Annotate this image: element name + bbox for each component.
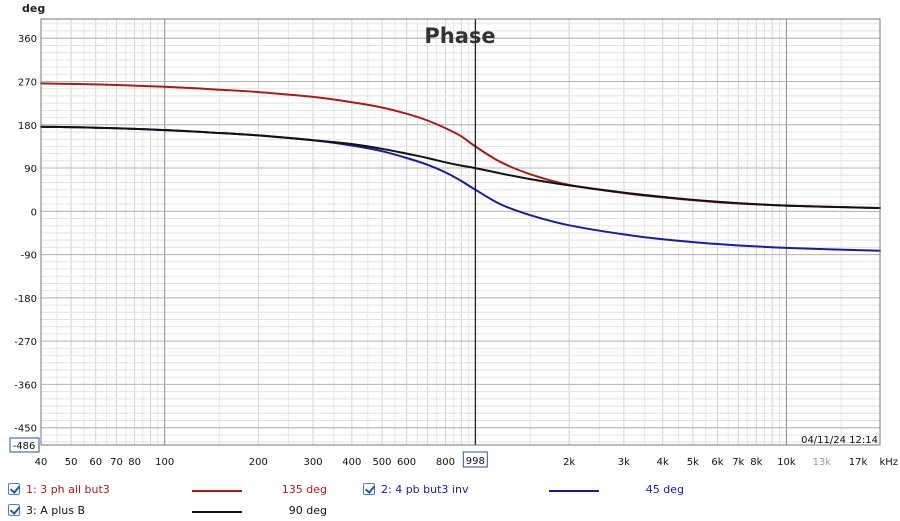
x-tick-label: 300 [303,457,322,468]
cursor-frequency-value: 998 [466,456,485,467]
y-tick-label: 360 [18,34,37,45]
y-tick-label: 90 [24,164,37,175]
x-tick-label: 600 [397,457,416,468]
x-tick-label: 4k [657,457,669,468]
series-2-checkbox[interactable] [363,483,375,495]
y-tick-label: -450 [14,424,37,435]
x-tick-label: 8k [750,457,762,468]
x-tick-label: 500 [372,457,391,468]
cursor-frequency-box[interactable] [462,451,488,468]
y-tick-label: 270 [18,78,37,89]
x-tick-label: 40 [35,457,48,468]
y-tick-label: -360 [14,380,37,391]
series-1-checkbox[interactable] [8,483,20,495]
timestamp: 04/11/24 12:14 [801,435,878,446]
x-tick-label: 17k [849,457,868,468]
x-tick-label: 400 [342,457,361,468]
x-tick-label: 2k [563,457,575,468]
y-tick-label: -270 [14,337,37,348]
series-1-swatch [192,490,242,492]
x-axis-unit-label: kHz [879,457,898,468]
series-1-name: 1: 3 ph all but3 [26,483,110,496]
series-1-cursor-value: 135 deg [281,483,327,496]
legend-item-series-3[interactable]: 3: A plus B 90 deg [8,501,348,521]
series-3-name: 3: A plus B [26,504,86,517]
x-axis-ticks: 40 50 60 70 80 100 200 300 400 500 600 800 2k 3k 4k 5k 6… [35,457,868,468]
x-tick-label: 10k [777,457,796,468]
legend-item-series-2[interactable]: 2: 4 pb but3 inv 45 deg [363,480,703,500]
chart-title: Phase [424,24,495,48]
x-tick-label: 7k [732,457,744,468]
x-tick-label: 3k [618,457,630,468]
x-tick-label: 80 [128,457,141,468]
x-tick-label: 60 [89,457,102,468]
x-tick-label: 6k [711,457,723,468]
x-tick-label: 13k [813,457,832,468]
series-3-checkbox[interactable] [8,504,20,516]
x-tick-label: 200 [249,457,268,468]
y-tick-label: -90 [21,251,37,262]
y-axis-ticks: 360 270 180 90 0 -90 -180 -270 -360 -450 [14,34,37,434]
legend-item-series-1[interactable]: 1: 3 ph all but3 135 deg [8,480,348,500]
series-3-swatch [192,511,242,513]
legend: 1: 3 ph all but3 135 deg 2: 4 pb but3 in… [0,477,900,520]
x-tick-label: 100 [155,457,174,468]
y-axis-unit-label: deg [22,2,45,15]
x-tick-label: 5k [687,457,699,468]
y-min-value: -486 [13,441,36,452]
x-tick-label: 800 [436,457,455,468]
major-grid [41,19,880,445]
series-2-swatch [549,490,599,492]
plot-frame [40,18,881,446]
x-tick-label: 70 [110,457,123,468]
series-2-cursor-value: 45 deg [645,483,684,496]
y-min-value-box[interactable] [9,437,40,453]
series-3-line [40,125,881,209]
y-tick-label: 180 [18,121,37,132]
x-tick-label: 50 [65,457,78,468]
y-tick-label: 0 [31,207,37,218]
series-2-name: 2: 4 pb but3 inv [381,483,469,496]
series-3-cursor-value: 90 deg [288,504,327,517]
series-layer [40,82,881,252]
y-tick-label: -180 [14,294,37,305]
plot-area [41,19,880,445]
phase-chart: 360 270 180 90 0 -90 -180 -270 -360 -450 40 50 60 70… [9,2,898,468]
